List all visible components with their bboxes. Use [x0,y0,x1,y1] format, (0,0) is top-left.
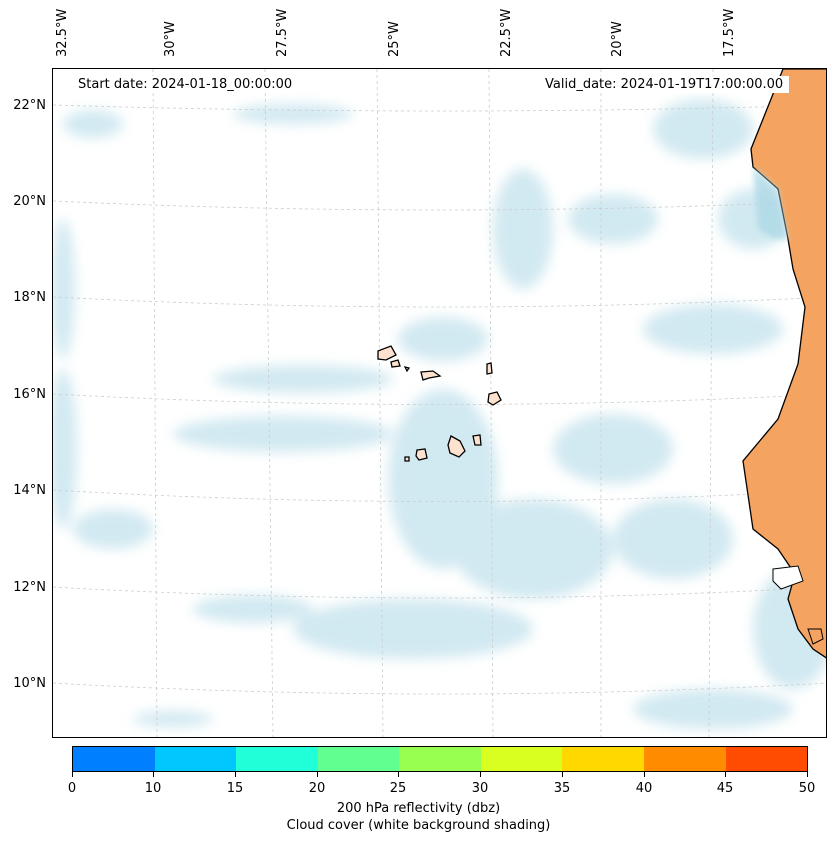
colorbar-tick-label: 45 [716,781,734,796]
colorbar-segment-10-15 [154,747,237,771]
cloud-patch [653,99,753,159]
lat-label-12n: 12°N [13,580,46,595]
cloud-patch [493,169,553,289]
cloud-patch [213,365,393,393]
island-brava [404,456,410,462]
colorbar-tick-label: 15 [226,781,244,796]
colorbar-tick-label: 50 [798,781,816,796]
lon-label-17-5w: 17.5°W [722,8,737,57]
cloud-patch [233,104,353,124]
cloud-patch [613,499,733,579]
colorbar-segment-45-50 [725,747,808,771]
island-santa-luzia [403,366,411,373]
colorbar-tick [72,772,73,777]
lon-label-22-5w: 22.5°W [499,8,514,57]
lon-label-20w: 20°W [610,21,625,57]
africa-mainland [742,69,826,659]
island-sao-vicente [390,359,401,368]
colorbar-tick-label: 10 [144,781,162,796]
colorbar-segment-40-45 [643,747,726,771]
lat-label-16n: 16°N [13,387,46,402]
cloud-patch [633,689,793,729]
colorbar-tick-label: 30 [471,781,489,796]
cloud-patch [73,509,153,549]
colorbar-label-reflectivity: 200 hPa reflectivity (dbz) [336,801,501,816]
colorbar-segment-25-30 [399,747,481,771]
start-date-label: Start date: 2024-01-18_00:00:00 [72,76,299,93]
cloud-patch [568,194,658,244]
map-canvas[interactable] [53,69,827,738]
lat-label-22n: 22°N [13,98,46,113]
island-santo-antao [377,345,397,361]
cloud-patch [398,317,488,361]
lat-label-10n: 10°N [13,676,46,691]
reflectivity-colorbar [72,746,808,772]
cloud-patch [53,219,75,359]
colorbar-tick [398,772,399,777]
lon-label-32-5w: 32.5°W [55,8,70,57]
colorbar-tick-label: 40 [635,781,653,796]
island-maio [472,434,482,446]
colorbar-tick [562,772,563,777]
gambia-inlet [772,565,804,590]
coastal-cloud [753,167,788,239]
valid-date-label: Valid_date: 2024-01-19T17:00:00.00 [539,76,790,93]
island-sao-nicolau [420,370,442,381]
island-fogo [415,448,428,461]
colorbar-tick [235,772,236,777]
colorbar-segment-0-10 [73,747,155,771]
colorbar-tick [480,772,481,777]
gridlines [53,69,826,737]
colorbar-tick [725,772,726,777]
island-santiago [447,435,466,458]
colorbar-tick [644,772,645,777]
colorbar-segment-20-25 [317,747,400,771]
island-boa-vista [487,391,502,406]
cloud-patch [53,369,77,529]
cloud-cover-layer [53,99,826,729]
cloud-patch [193,595,313,623]
colorbar-tick-label: 20 [308,781,326,796]
colorbar-tick-label: 35 [553,781,571,796]
colorbar-segment-15-20 [236,747,318,771]
lat-label-14n: 14°N [13,483,46,498]
cloud-patch [63,110,123,138]
cloud-patch [293,599,533,659]
colorbar-tick-label: 25 [389,781,407,796]
map-panel[interactable] [52,68,827,738]
colorbar-tick [317,772,318,777]
cloud-patch [553,414,673,484]
guinea-islands [807,628,824,645]
colorbar-tick-label: 0 [67,781,77,796]
cabo-verde-islands [377,345,502,462]
colorbar-tick [807,772,808,777]
lon-label-30w: 30°W [163,21,178,57]
colorbar-tick [153,772,154,777]
mainland-land [742,69,826,659]
lat-label-20n: 20°N [13,194,46,209]
island-sal [486,362,493,375]
colorbar-segment-35-40 [562,747,644,771]
colorbar-label-cloud-cover: Cloud cover (white background shading) [286,818,551,833]
cloud-patch [173,416,393,452]
cloud-patch [643,304,783,354]
colorbar-segment-30-35 [480,747,563,771]
lat-label-18n: 18°N [13,290,46,305]
cloud-patch [133,711,213,727]
lon-label-25w: 25°W [387,21,402,57]
cloud-patch [453,499,613,599]
lon-label-27-5w: 27.5°W [275,8,290,57]
